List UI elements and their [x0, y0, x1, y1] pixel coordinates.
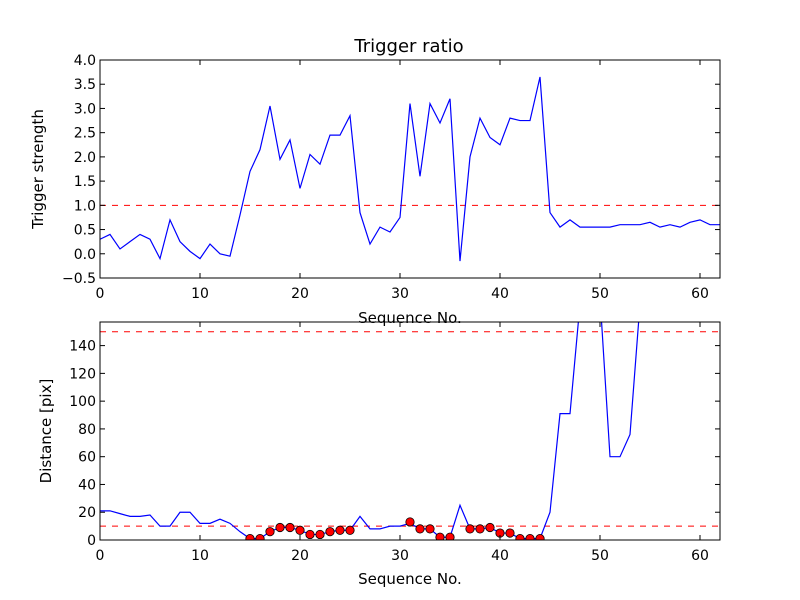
distance-chart: 0 10 20 30 40 50 60 0 20 40 60 80 100 120 140 Sequenc…: [37, 321, 721, 588]
y-tick-label: 2.5: [74, 126, 96, 142]
y-tick-label: 0: [87, 533, 96, 549]
marker-group: [245, 517, 545, 540]
y-tick-label: 100: [69, 394, 96, 410]
plot-frame: [99, 59, 721, 279]
y-tick-label: 120: [69, 366, 96, 382]
x-tick-label: 30: [391, 548, 409, 564]
x-tick-label: 10: [191, 286, 209, 302]
data-point-marker: [525, 534, 535, 540]
y-tick-label: 80: [78, 422, 96, 438]
plot-frame: [99, 321, 721, 541]
series-line: [100, 76, 720, 262]
y-tick-label: 4.0: [74, 53, 96, 69]
x-axis-label: Sequence No.: [358, 570, 462, 588]
y-tick-label: 1.5: [74, 174, 96, 190]
x-tick-label: 50: [591, 548, 609, 564]
data-point-marker: [315, 529, 325, 540]
data-point-marker: [425, 524, 435, 534]
x-tick-label: 40: [491, 286, 509, 302]
data-point-marker: [405, 517, 415, 527]
data-point-marker: [445, 532, 455, 540]
data-point-marker: [505, 528, 515, 538]
y-axis-ticks: 0 20 40 60 80 100 120 140: [69, 339, 720, 549]
x-axis-ticks: 0 10 20 30 40 50 60: [96, 60, 709, 302]
series-group: [100, 76, 720, 262]
x-axis-ticks: 0 10 20 30 40 50 60: [96, 322, 709, 564]
y-axis-ticks: −0.5 0.0 0.5 1.0 1.5 2.0 2.5 3.0 3.5 4.0: [62, 53, 720, 287]
x-tick-label: 50: [591, 286, 609, 302]
y-tick-label: 3.5: [74, 77, 96, 93]
x-tick-label: 40: [491, 548, 509, 564]
x-tick-label: 0: [96, 286, 105, 302]
y-tick-label: −0.5: [62, 271, 96, 287]
data-point-marker: [255, 534, 265, 540]
data-point-marker: [325, 527, 335, 537]
data-point-marker: [535, 534, 545, 540]
data-point-marker: [515, 534, 525, 540]
y-tick-label: 0.5: [74, 223, 96, 239]
data-point-marker: [465, 524, 475, 534]
x-tick-label: 30: [391, 286, 409, 302]
x-tick-label: 60: [691, 286, 709, 302]
y-tick-label: 40: [78, 477, 96, 493]
data-point-marker: [285, 522, 295, 533]
y-tick-label: 60: [78, 450, 96, 466]
x-tick-label: 60: [691, 548, 709, 564]
data-point-marker: [485, 522, 495, 533]
data-point-marker: [435, 532, 445, 540]
data-point-marker: [265, 527, 275, 537]
data-point-marker: [275, 522, 285, 533]
y-tick-label: 2.0: [74, 150, 96, 166]
data-point-marker: [345, 525, 355, 535]
y-tick-label: 140: [69, 339, 96, 355]
data-point-marker: [475, 524, 485, 534]
data-point-marker: [245, 534, 255, 540]
y-tick-label: 1.0: [74, 198, 96, 214]
data-point-marker: [415, 524, 425, 534]
x-tick-label: 20: [291, 548, 309, 564]
data-point-marker: [305, 529, 315, 540]
x-tick-label: 20: [291, 286, 309, 302]
y-tick-label: 3.0: [74, 101, 96, 117]
y-tick-label: 20: [78, 505, 96, 521]
x-tick-label: 0: [96, 548, 105, 564]
trigger-ratio-chart: Trigger ratio 0 10 20 30 40 50 60 −0.5 0.0 0.5 1.…: [29, 36, 721, 327]
y-axis-label: Distance [pix]: [37, 379, 55, 484]
x-axis-label: Sequence No.: [358, 309, 462, 327]
data-point-marker: [295, 525, 305, 535]
chart-title: Trigger ratio: [353, 36, 463, 57]
y-tick-label: 0.0: [74, 247, 96, 263]
threshold-lines: [100, 331, 720, 527]
data-point-marker: [335, 525, 345, 535]
y-axis-label: Trigger strength: [29, 109, 47, 230]
x-tick-label: 10: [191, 548, 209, 564]
